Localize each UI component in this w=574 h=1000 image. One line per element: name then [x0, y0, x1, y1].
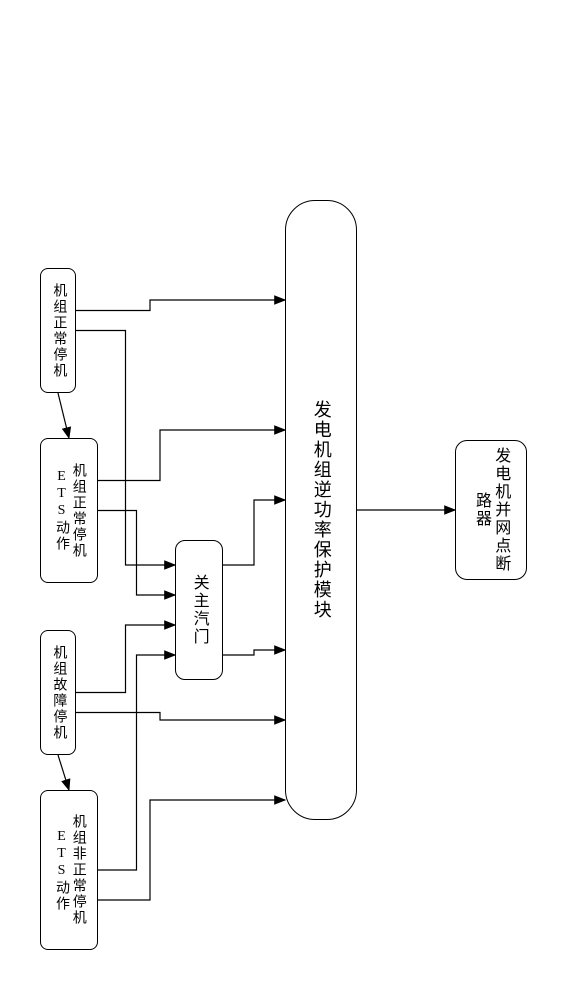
input-fault-stop: 机组故障停机: [40, 630, 76, 755]
close-main-valve: 关主汽门: [175, 540, 223, 680]
arrow: [76, 713, 285, 721]
arrow: [98, 511, 175, 596]
input-normal-stop: 机组正常停机: [40, 268, 76, 393]
input-normal-stop-ets: 机组正常停机ETS动作: [40, 438, 98, 583]
arrow: [58, 393, 69, 438]
arrow: [76, 625, 175, 693]
reverse-power-protection: 发电机组逆功率保护模块: [285, 200, 357, 820]
grid-breaker: 发电机并网点断路器: [455, 440, 527, 580]
input-normal-stop-ets-label: 机组正常停机ETS动作: [52, 439, 86, 582]
arrow: [76, 300, 285, 311]
arrow: [223, 500, 285, 565]
arrow: [98, 800, 285, 900]
input-normal-stop-label: 机组正常停机: [50, 283, 67, 379]
input-abnormal-ets-label: 机组非正常停机ETS动作: [52, 791, 86, 949]
input-abnormal-ets: 机组非正常停机ETS动作: [40, 790, 98, 950]
grid-breaker-label: 发电机并网点断路器: [472, 441, 510, 579]
arrow: [98, 430, 285, 481]
close-main-valve-label: 关主汽门: [189, 574, 208, 646]
arrow: [223, 650, 285, 655]
input-fault-stop-label: 机组故障停机: [50, 645, 67, 741]
arrow: [58, 755, 69, 790]
arrow: [98, 655, 175, 870]
reverse-power-protection-label: 发电机组逆功率保护模块: [310, 400, 332, 620]
